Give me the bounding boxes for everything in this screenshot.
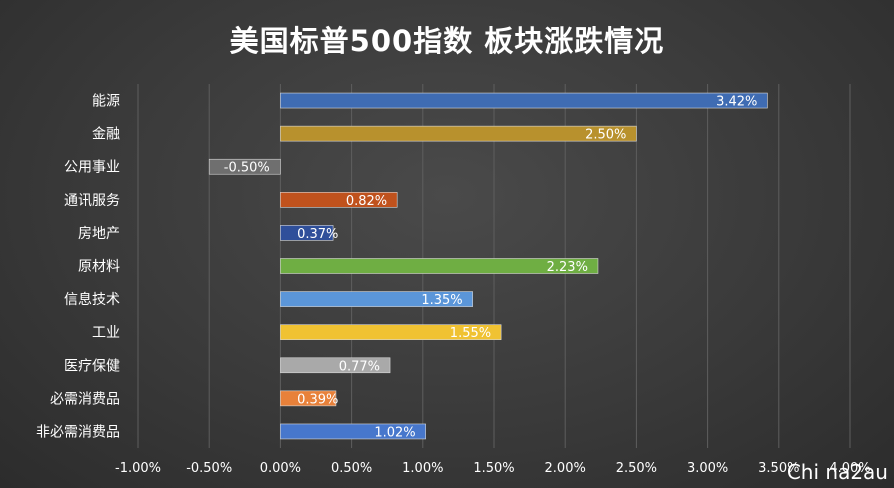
x-tick-label: 0.00% <box>260 461 301 476</box>
x-tick-label: 3.00% <box>687 461 728 476</box>
data-label: 1.02% <box>374 425 415 440</box>
bar <box>280 390 337 407</box>
bar <box>280 291 473 307</box>
data-label: 0.37% <box>297 227 338 242</box>
category-label: 非必需消费品 <box>36 424 120 440</box>
watermark: Chi na2au <box>786 460 888 484</box>
category-label: 房地产 <box>78 226 120 242</box>
bar <box>208 158 281 175</box>
category-label: 医疗保健 <box>64 358 120 374</box>
bar <box>280 125 637 142</box>
category-label: 工业 <box>92 325 120 341</box>
data-labels: 3.42% 2.50% -0.50% 0.82% 0.37% 2.23% 1.35% 1.55… <box>224 95 758 441</box>
bar <box>280 192 398 208</box>
bar <box>280 357 391 374</box>
x-tick-label: 0.50% <box>331 461 372 476</box>
x-tick-label: 1.50% <box>473 461 514 476</box>
x-tick-label: 2.00% <box>545 461 586 476</box>
bar <box>280 92 768 109</box>
x-tick-label: 1.00% <box>402 461 443 476</box>
data-label: 0.39% <box>297 392 338 407</box>
bar <box>280 258 599 274</box>
category-label: 必需消费品 <box>50 391 120 407</box>
data-label: 2.50% <box>585 128 626 143</box>
bar <box>280 225 334 241</box>
category-label: 能源 <box>92 94 120 110</box>
x-tick-label: -0.50% <box>186 461 232 476</box>
data-label: 3.42% <box>716 95 757 110</box>
category-label: 原材料 <box>78 259 120 275</box>
bars <box>208 92 768 440</box>
x-tick-label: 2.50% <box>616 461 657 476</box>
x-tick-label: 3.50% <box>758 461 799 476</box>
x-tick-labels: -1.00% -0.50% 0.00% 0.50% 1.00% 1.50% 2.00% 2.5… <box>115 461 871 476</box>
bar <box>280 423 426 440</box>
data-label: 0.82% <box>346 194 387 209</box>
data-label: 0.77% <box>339 359 380 374</box>
x-tick-label: 4.00% <box>829 461 870 476</box>
category-label: 信息技术 <box>64 291 120 308</box>
data-label: -0.50% <box>224 161 270 176</box>
bar <box>280 324 502 340</box>
data-label: 1.55% <box>450 326 491 341</box>
category-label: 公用事业 <box>64 160 120 176</box>
chart-title: 美国标普500指数 板块涨跌情况 <box>229 24 665 58</box>
x-tick-label: -1.00% <box>115 461 161 476</box>
data-label: 1.35% <box>421 293 462 308</box>
category-label: 通讯服务 <box>64 193 120 209</box>
data-label: 2.23% <box>547 260 588 275</box>
category-label: 金融 <box>92 127 120 143</box>
